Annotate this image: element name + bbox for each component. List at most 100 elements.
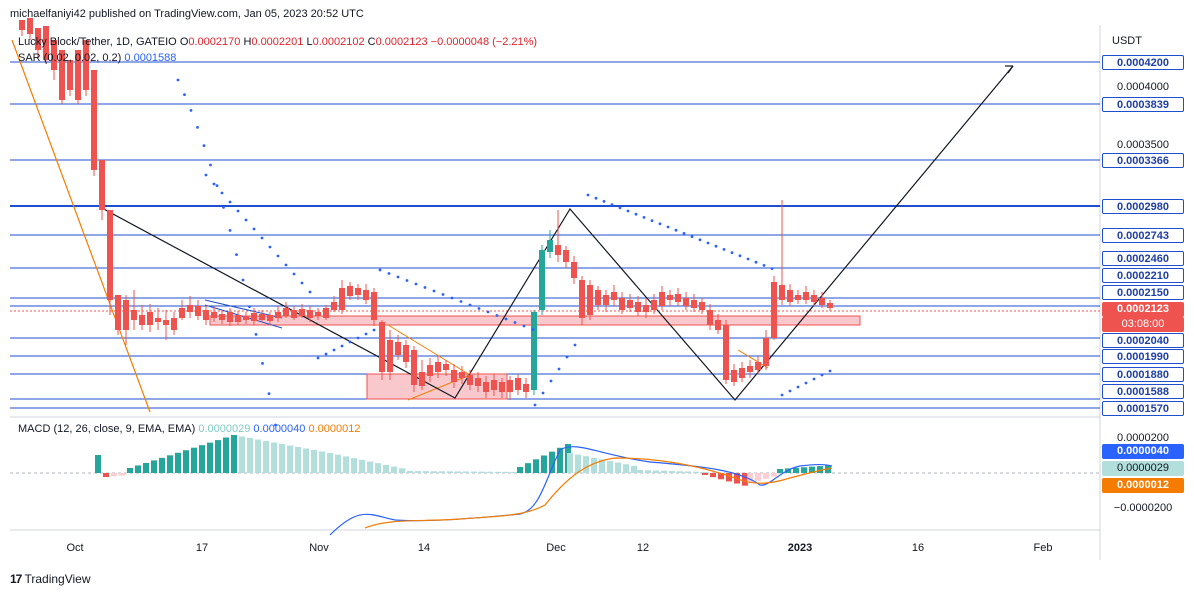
sar-dot [468,303,472,307]
macd-bar [669,470,675,473]
change-value: −0.0000048 (−2.21%) [430,36,538,48]
macd-bar [702,473,708,475]
sar-dot [248,305,251,308]
candle-body [435,362,441,372]
candle-body [739,368,745,378]
candle-body [91,70,97,170]
candle-body [315,312,321,316]
macd-bar [295,447,301,473]
price-tick: 0.0004000 [1117,81,1169,93]
time-tick: 2023 [787,542,813,554]
sar-dot [235,253,238,256]
macd-bar [95,455,101,473]
sar-dot [405,279,409,282]
symbol-legend: Lucky Block/Tether, 1D, GATEIO O0.000217… [18,36,538,48]
candle-body [355,288,361,295]
candle-body [787,290,793,302]
sar-dot [441,293,445,296]
level-tag: 0.0001570 [1102,401,1184,416]
sar-dot [215,184,219,188]
macd-bar [335,454,341,473]
sar-dot [586,193,590,197]
candle-body [523,384,529,392]
pattern-lines [99,65,1014,401]
macd-bar [103,473,109,477]
sar-dot [254,333,258,336]
macd-bar [263,441,269,473]
candle-body [483,382,489,392]
candle-body [619,298,625,310]
candle-body [731,370,737,382]
sar-dot [650,219,654,223]
candle-body [83,40,89,90]
macd-bar [143,462,149,473]
candle-body [491,380,497,390]
macd-bar [549,451,555,473]
candle-body [179,308,185,318]
sar-dot [228,229,232,232]
macd-bar [279,444,285,473]
macd-bar [763,473,769,479]
sar-dot [204,173,208,177]
signal-line [364,457,833,529]
candle-body [699,302,705,310]
tradingview-logo-icon: 17 [10,572,22,586]
macd-bar [533,459,539,473]
macd-bar [391,466,397,473]
macd-label: MACD (12, 26, close, 9, EMA, EMA) [18,423,196,435]
candle-body [147,312,153,325]
macd-line-value: 0.0000040 [253,423,306,435]
macd-legend: MACD (12, 26, close, 9, EMA, EMA) 0.0000… [18,423,360,435]
candle-body [683,298,689,306]
sar-dot [176,78,180,82]
macd-bar [167,455,173,473]
sar-dots [176,78,832,427]
candle-body [827,303,833,308]
level-tag: 0.0002150 [1102,285,1184,300]
sar-dot [324,352,328,356]
macd-bar [479,471,485,473]
sar-dot [682,232,686,235]
high-value: 0.0002201 [251,36,304,48]
sar-dot [504,317,508,321]
macd-bar [447,471,453,473]
sar-dot [820,373,824,377]
candle-body [811,295,817,302]
candle-body [547,240,553,252]
time-tick: 14 [417,542,431,554]
candle-body [251,313,257,321]
time-tick: Dec [546,542,566,554]
sar-dot [268,245,272,249]
sar-dot [372,328,376,332]
macd-bar [801,467,807,473]
countdown-tag: 03:08:00 [1102,317,1184,332]
candle-body [627,300,633,308]
macd-bar [517,467,523,473]
candle-body [107,210,113,300]
sar-dot [780,393,784,397]
macd-bar [439,471,445,473]
sar-dot [477,307,481,310]
sar-dot [486,310,490,314]
macd-bar [567,453,573,473]
macd-bar [575,454,581,473]
sar-dot [618,206,622,210]
candle-body [155,318,161,322]
last-price-tag: 0.0002123 [1102,302,1184,317]
sar-dot [196,126,199,129]
macd-bar [207,442,213,473]
sar-dot [340,344,344,348]
sar-dot [796,385,800,389]
sar-dot [610,203,614,207]
sar-dot [788,389,792,393]
sar-dot [762,264,766,267]
sar-value: 0.0001588 [124,52,177,64]
macd-bar [431,471,437,473]
candle-body [35,28,41,50]
level-tag: 0.0002210 [1102,268,1184,283]
tradingview-footer[interactable]: 17 TradingView [10,572,91,586]
sar-dot [541,391,545,395]
macd-bar [809,466,815,473]
candle-body [203,310,209,320]
